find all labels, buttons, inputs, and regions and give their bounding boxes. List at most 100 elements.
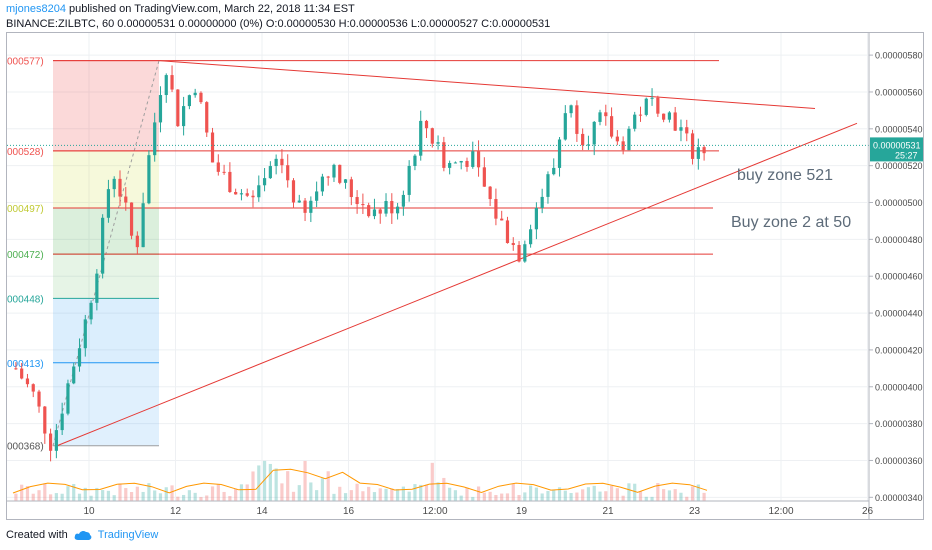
volume-bar: [135, 486, 139, 501]
volume-bar: [176, 496, 180, 501]
price-axis-label: 0.00000360: [875, 456, 923, 466]
volume-bar: [662, 489, 666, 501]
candle-body: [511, 243, 515, 245]
volume-bar: [604, 491, 608, 501]
candle-body: [210, 132, 215, 163]
candle-body: [343, 179, 348, 183]
volume-bar: [101, 490, 105, 501]
candle-body: [187, 95, 191, 107]
candle-body: [147, 155, 151, 204]
candle-body: [77, 348, 82, 367]
candle-body: [586, 144, 591, 146]
candle-body: [43, 406, 47, 434]
volume-bar: [320, 478, 325, 501]
candle-body: [673, 112, 677, 131]
volume-bar: [170, 485, 174, 501]
price-axis-label: 0.00000540: [875, 124, 923, 134]
candle-body: [20, 368, 24, 379]
time-axis-label: 16: [343, 506, 355, 517]
volume-bar: [309, 482, 313, 501]
volume-bar: [77, 493, 82, 501]
candle-body: [529, 229, 533, 245]
candle-body: [222, 171, 226, 173]
volume-bar: [158, 493, 163, 501]
candle-body: [37, 391, 41, 407]
volume-bar: [621, 495, 625, 501]
last-price-value: 0.00000531: [873, 140, 921, 150]
chart-header: mjones8204 published on TradingView.com,…: [6, 2, 550, 32]
candle-body: [14, 368, 18, 370]
candle-body: [656, 97, 660, 114]
volume-bar: [66, 486, 70, 501]
volume-bar: [430, 462, 434, 501]
candle-body: [129, 202, 134, 236]
candle-body: [644, 98, 648, 115]
volume-bar: [326, 471, 330, 501]
volume-bar: [690, 486, 695, 501]
volume-bar: [557, 487, 562, 501]
volume-bar: [401, 486, 405, 501]
volume-bar: [390, 488, 394, 501]
tradingview-brand[interactable]: TradingView: [97, 529, 159, 541]
candle-body: [25, 378, 30, 385]
candle-body: [563, 113, 567, 140]
candle-body: [216, 162, 220, 172]
candle-body: [112, 178, 116, 190]
price-chart[interactable]: 000577) 000528) 000497) 000472) 000448) 00041…: [7, 33, 923, 519]
author-link[interactable]: mjones8204: [6, 3, 66, 15]
candle-body: [135, 235, 139, 248]
publish-info: published on TradingView.com, March 22, …: [69, 3, 355, 15]
candle-body: [170, 75, 174, 90]
candle-body: [557, 139, 562, 168]
volume-bar: [274, 468, 278, 501]
time-axis-label: 12: [170, 506, 182, 517]
fib-zone: [53, 150, 159, 209]
candle-body: [494, 199, 498, 219]
fib-level-label: 000472): [7, 250, 44, 261]
candle-body: [384, 201, 388, 214]
volume-bar: [569, 493, 573, 501]
candle-body: [627, 128, 631, 151]
volume-bar: [540, 493, 544, 501]
candle-body: [141, 203, 145, 248]
volume-bar: [534, 487, 538, 501]
candle-body: [72, 366, 76, 384]
volume-bar: [586, 487, 591, 501]
volume-bar: [129, 491, 134, 501]
volume-bar: [245, 484, 249, 501]
chart-frame[interactable]: 000577) 000528) 000497) 000472) 000448) 00041…: [6, 32, 924, 520]
candle-body: [367, 205, 371, 217]
volume-bar: [286, 471, 290, 501]
candle-body: [696, 147, 700, 159]
volume-bar: [667, 490, 672, 501]
countdown-value: 25:27: [895, 150, 918, 160]
volume-bar: [378, 488, 382, 501]
volume-bar: [546, 490, 550, 501]
volume-bar: [627, 483, 631, 501]
volume-bar: [95, 487, 99, 501]
volume-bar: [89, 495, 93, 501]
candle-body: [164, 75, 168, 96]
volume-bar: [239, 484, 244, 501]
volume-bar: [563, 490, 567, 501]
fib-zone: [53, 298, 159, 363]
candle-body: [378, 209, 382, 214]
fib-level-label: 000577): [7, 57, 44, 68]
volume-bar: [343, 493, 348, 501]
candle-body: [500, 218, 504, 221]
volume-bar: [187, 490, 191, 501]
volume-bar: [511, 483, 515, 501]
volume-bar: [361, 491, 365, 501]
candle-body: [228, 171, 232, 193]
volume-bar: [199, 496, 203, 501]
fib-level-label: 000413): [7, 359, 44, 370]
volume-bar: [72, 484, 76, 501]
time-axis-label: 19: [516, 506, 528, 517]
volume-bar: [494, 494, 498, 501]
volume-bar: [332, 493, 336, 501]
volume-bar: [517, 494, 521, 501]
candle-body: [604, 112, 608, 117]
candle-body: [286, 165, 290, 181]
volume-bar: [216, 483, 220, 501]
candle-body: [650, 97, 654, 99]
